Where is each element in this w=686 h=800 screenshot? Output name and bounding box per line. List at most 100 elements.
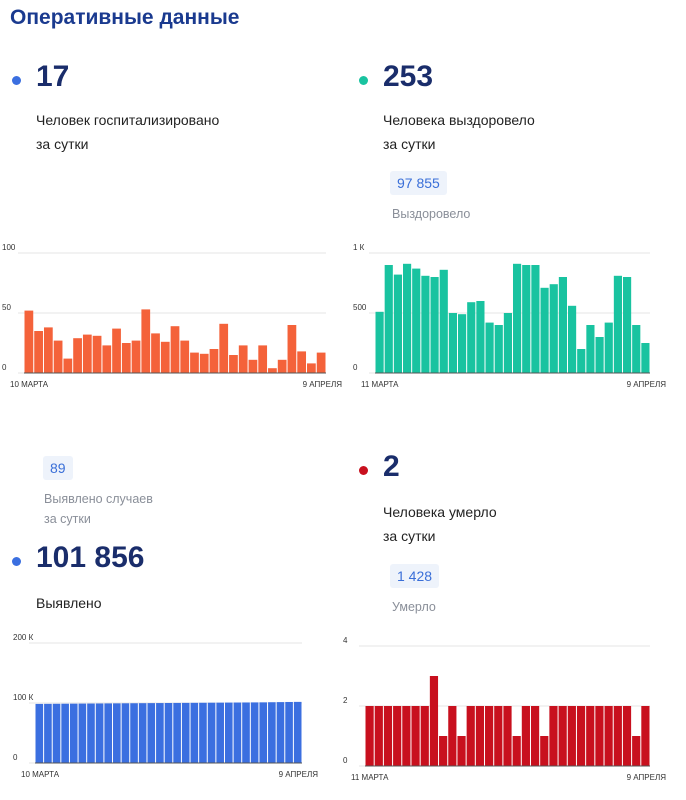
bar — [233, 702, 242, 763]
bar — [439, 736, 448, 766]
bar — [540, 287, 549, 373]
bar — [199, 702, 207, 763]
bar — [268, 368, 277, 373]
bar — [632, 325, 641, 373]
bar — [276, 702, 285, 763]
cases-count: 101 856 — [36, 541, 145, 574]
recovered-dot — [359, 76, 368, 85]
bar — [403, 263, 412, 373]
bar — [164, 703, 173, 763]
bar — [421, 275, 430, 373]
x-start-label: 11 МАРТА — [351, 773, 389, 782]
bar — [147, 703, 156, 763]
bar — [53, 340, 63, 373]
x-start-label: 11 МАРТА — [361, 380, 399, 389]
bar — [595, 706, 604, 766]
bar — [503, 706, 512, 766]
bar — [170, 326, 180, 373]
bar — [293, 701, 302, 763]
bar — [242, 702, 250, 763]
bar — [248, 359, 258, 373]
deaths-total-label: Умерло — [392, 600, 436, 614]
bar — [604, 322, 613, 373]
bar — [475, 706, 485, 766]
bar — [113, 703, 121, 763]
bar — [190, 352, 199, 373]
bar — [485, 706, 494, 766]
bar — [568, 305, 577, 373]
bar — [466, 706, 475, 766]
bar — [430, 277, 439, 373]
bar — [365, 706, 374, 766]
bar — [209, 349, 219, 373]
cases-daily-label: Выявлено случаев за сутки — [44, 492, 153, 526]
bar — [44, 703, 52, 763]
y-tick-label: 500 — [353, 303, 367, 312]
cases-dot — [12, 557, 21, 566]
x-end-label: 9 АПРЕЛЯ — [279, 770, 319, 779]
bar — [160, 341, 170, 373]
bar — [476, 301, 485, 373]
recovered-count: 253 — [383, 60, 434, 93]
bar — [586, 706, 595, 766]
y-tick-label: 0 — [343, 756, 348, 765]
bar — [61, 703, 69, 763]
bar — [173, 702, 181, 763]
bar — [467, 302, 476, 373]
bar — [219, 323, 229, 373]
bar — [138, 703, 147, 763]
bar — [512, 736, 521, 766]
recovered-label: Человека выздоровело за сутки — [383, 112, 535, 152]
bar — [383, 706, 393, 766]
bar — [156, 703, 164, 763]
bar — [521, 706, 530, 766]
bar — [141, 309, 151, 373]
bar — [558, 277, 567, 373]
deaths-dot — [359, 466, 368, 475]
bar — [577, 349, 586, 373]
y-tick-label: 4 — [343, 636, 348, 645]
bar — [458, 314, 467, 373]
y-tick-label: 1 К — [353, 243, 365, 252]
bar — [530, 706, 540, 766]
bar — [24, 310, 34, 373]
hospitalized-count: 17 — [36, 60, 70, 93]
bar — [623, 277, 632, 373]
bar — [375, 311, 384, 373]
bar — [43, 327, 53, 373]
bar — [595, 337, 604, 373]
bar — [277, 359, 287, 373]
bar — [448, 706, 457, 766]
bar — [180, 340, 190, 373]
bar — [513, 263, 522, 373]
bar — [420, 706, 429, 766]
bar — [229, 355, 238, 373]
bar — [87, 703, 95, 763]
y-tick-label: 0 — [2, 363, 7, 372]
y-tick-label: 50 — [2, 303, 11, 312]
bar — [69, 703, 78, 763]
bar — [540, 736, 549, 766]
bar — [121, 343, 131, 373]
bar — [268, 702, 276, 763]
bar — [393, 274, 402, 373]
y-tick-label: 200 К — [13, 633, 34, 642]
deaths-count: 2 — [383, 450, 400, 483]
bar — [457, 736, 466, 766]
bar — [632, 736, 641, 766]
bar — [549, 706, 558, 766]
y-tick-label: 100 К — [13, 693, 34, 702]
bar — [190, 702, 199, 763]
bar — [102, 345, 112, 373]
bar — [402, 706, 411, 766]
x-start-label: 10 МАРТА — [10, 380, 49, 389]
bar — [374, 706, 383, 766]
bar — [439, 269, 448, 373]
bar — [287, 325, 297, 373]
bar — [224, 702, 233, 763]
recovered-total-badge: 97 855 — [390, 171, 447, 195]
bar — [586, 325, 595, 373]
